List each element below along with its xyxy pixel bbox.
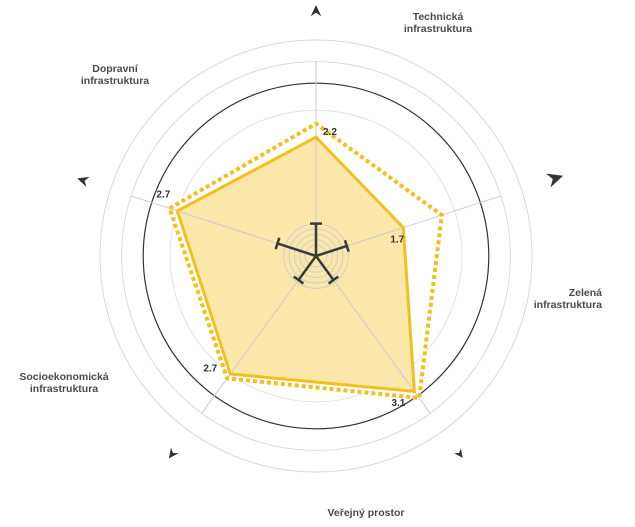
series-dotted-line <box>167 121 444 401</box>
value-label-4: 2.7 <box>203 364 217 375</box>
axis-label-2-line-0: Veřejný prostor <box>327 507 404 519</box>
value-label-1: 2.2 <box>323 127 337 138</box>
axis-label-1: Zelená infrastruktura <box>534 287 602 311</box>
center-star-arm-0 <box>277 242 317 258</box>
axis-label-0-line-1: infrastruktura <box>404 23 472 35</box>
center-star-arm-2 <box>315 244 348 258</box>
value-label-3: 3.1 <box>391 398 405 409</box>
axis-label-0: Technická infrastruktura <box>404 11 472 35</box>
axis-label-3: Socioekonomická infrastruktura <box>19 371 108 395</box>
center-star-cap-2 <box>343 239 350 253</box>
center-star-cap-4 <box>292 275 305 285</box>
axis-arrow-icon-4 <box>168 447 179 459</box>
center-star-cap-3 <box>327 275 340 285</box>
axis-label-3-line-0: Socioekonomická <box>19 371 108 383</box>
axis-label-1-line-0: Zelená <box>569 287 602 299</box>
axis-arrow-icon-0 <box>77 176 90 187</box>
value-label-0: 2.7 <box>156 190 170 201</box>
axis-arrow-icon-1 <box>310 5 322 17</box>
axis-arrow-icon-2 <box>545 173 564 188</box>
center-star-arm-4 <box>297 255 318 281</box>
grid-ring-0 <box>99 39 533 473</box>
axis-label-4-line-1: infrastruktura <box>81 75 149 87</box>
center-star-arm-3 <box>314 255 335 281</box>
series-solid-line <box>175 135 417 394</box>
axis-label-4-line-0: Dopravní <box>92 63 139 75</box>
axis-arrow-icon-3 <box>454 448 463 458</box>
axis-label-4: Dopravní infrastruktura <box>81 63 149 87</box>
axis-label-2: Veřejný prostor <box>327 507 404 519</box>
center-star-cap-0 <box>274 237 281 250</box>
axis-label-0-line-0: Technická <box>413 11 464 23</box>
axis-label-3-line-1: infrastruktura <box>30 383 98 395</box>
value-label-2: 1.7 <box>390 234 404 245</box>
axis-label-1-line-1: infrastruktura <box>534 299 602 311</box>
